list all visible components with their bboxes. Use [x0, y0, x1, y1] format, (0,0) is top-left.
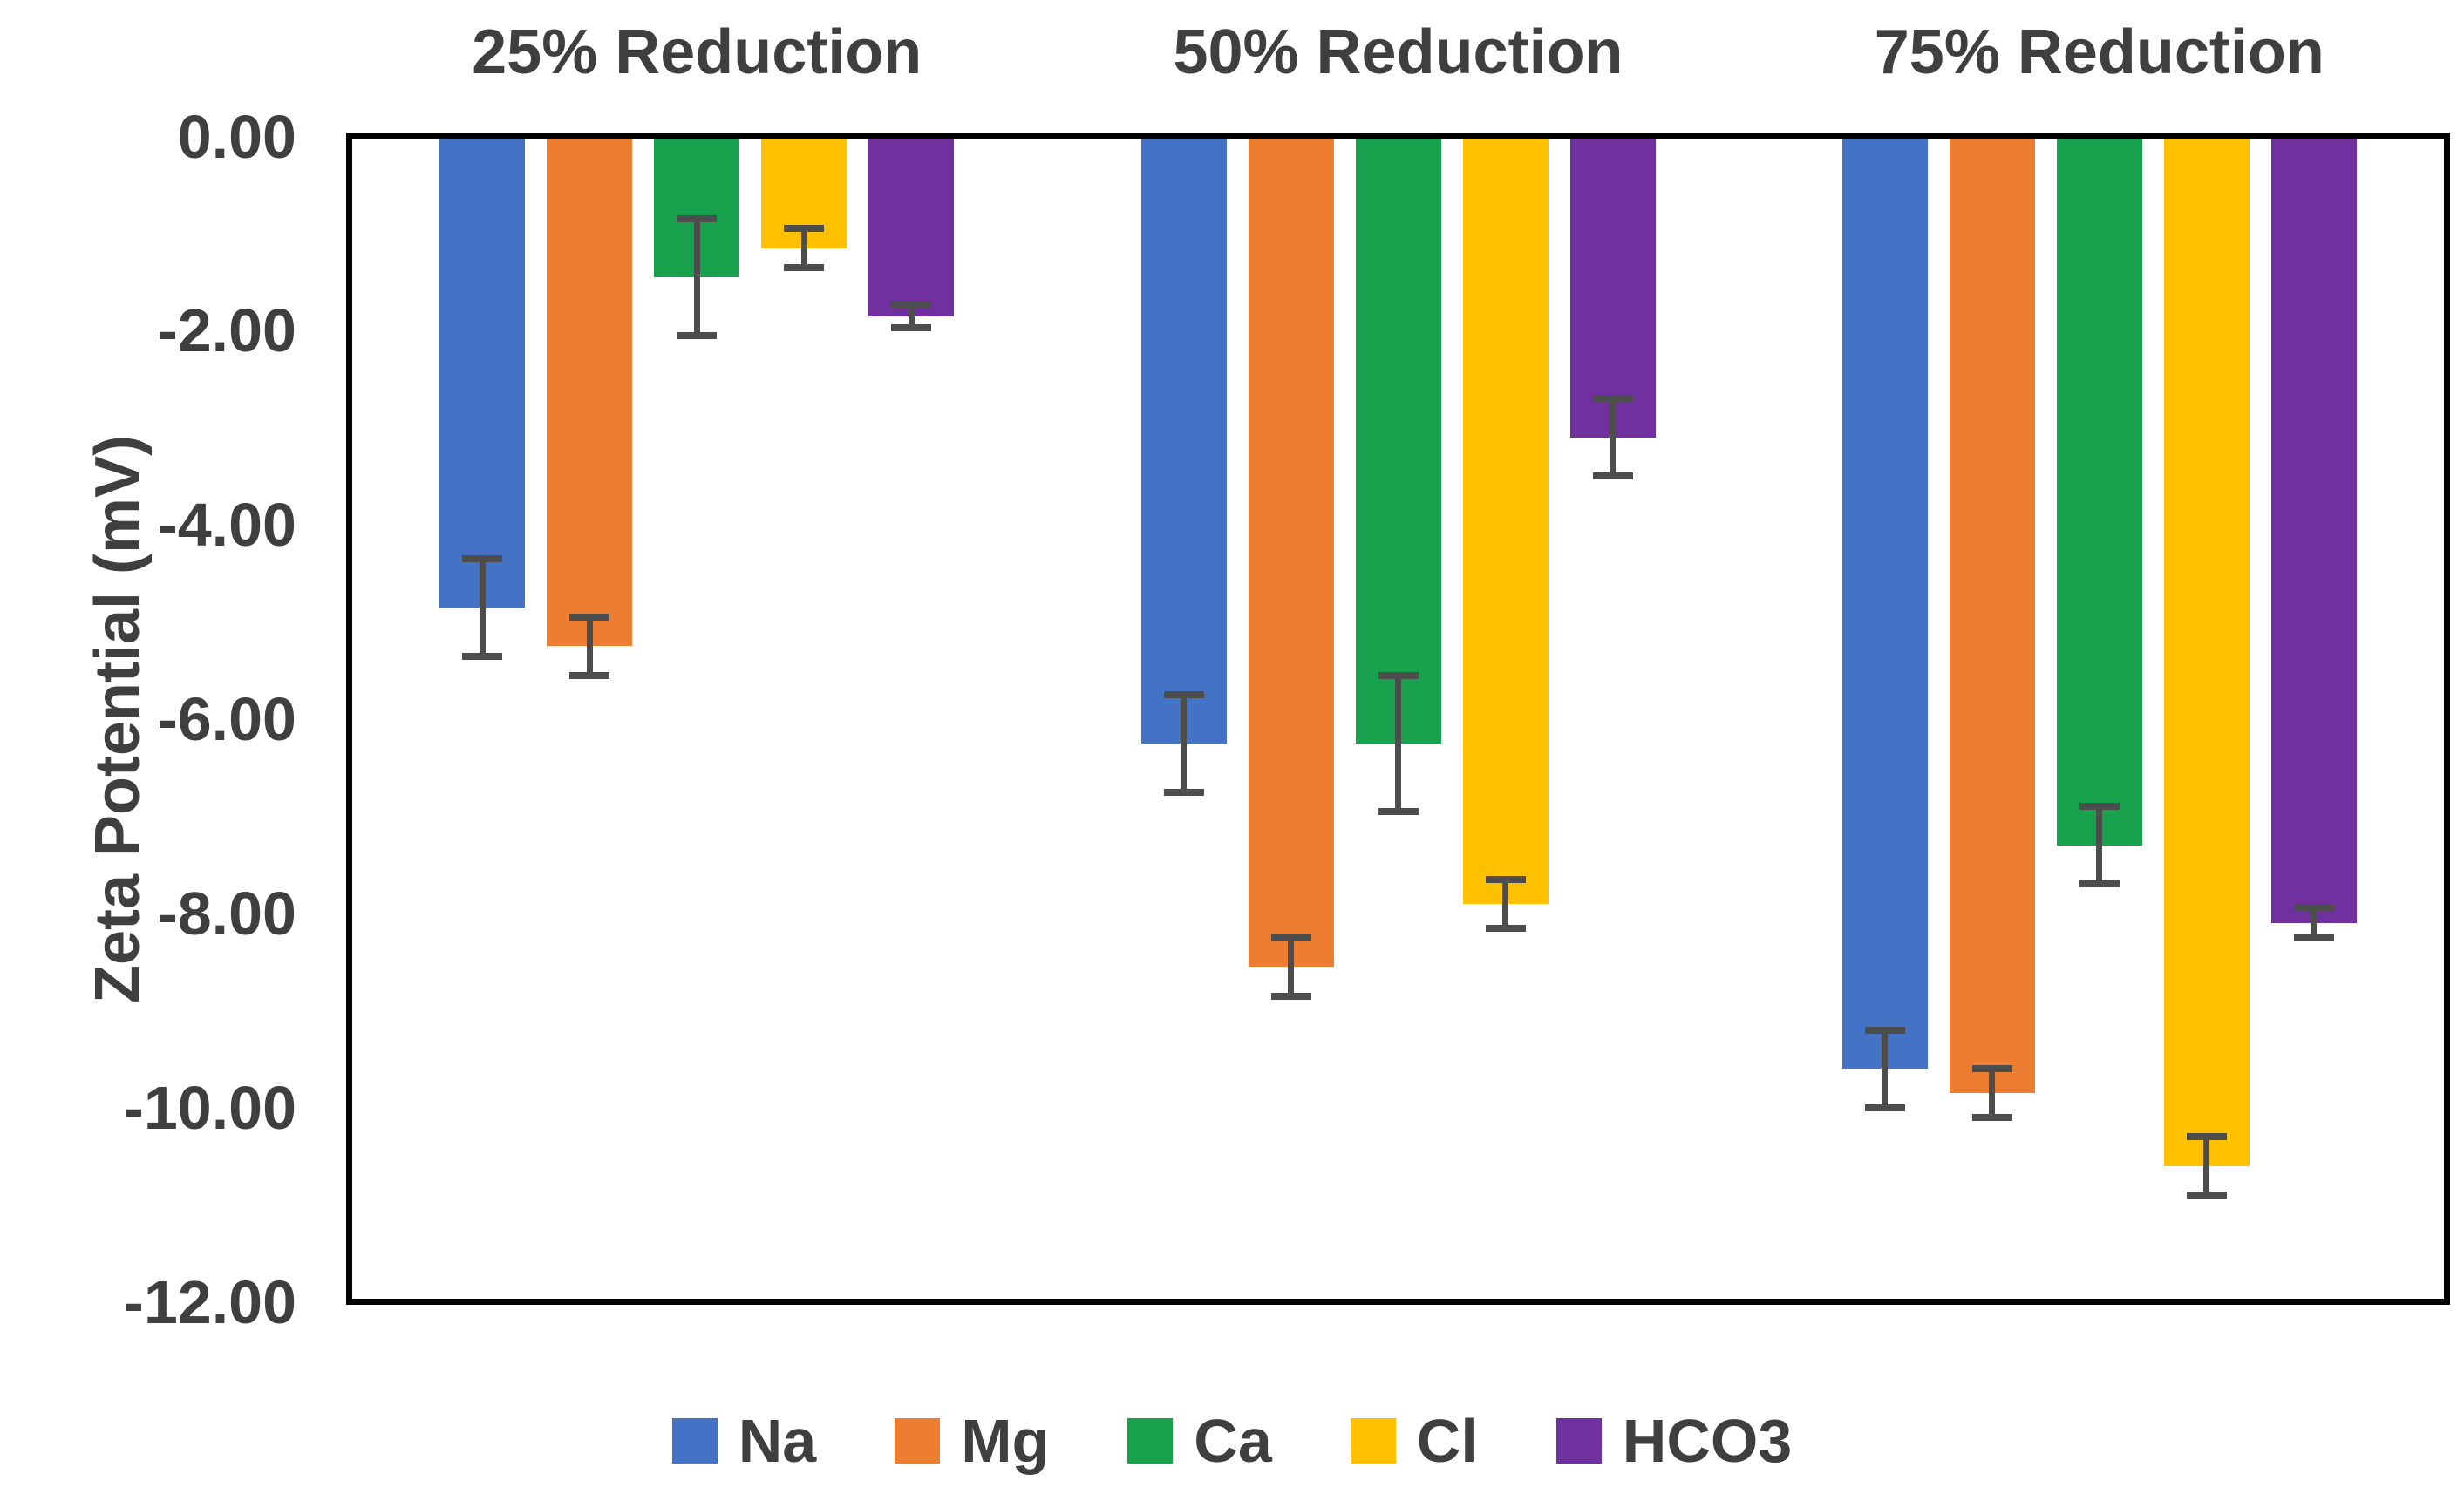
error-bar-cl-75pct-cap-top [2186, 1133, 2227, 1141]
error-bar-ca-50pct-cap-top [1378, 671, 1419, 679]
bar-hco3-50pct [1569, 139, 1656, 438]
error-bar-ca-75pct-cap-bottom [2079, 880, 2120, 888]
legend-label-hco3: HCO3 [1622, 1407, 1793, 1475]
error-bar-na-25pct-cap-top [462, 555, 503, 563]
bar-cl-75pct [2163, 139, 2250, 1166]
bar-ca-75pct [2056, 139, 2142, 846]
error-bar-hco3-25pct-cap-bottom [891, 323, 932, 331]
error-bar-ca-50pct-line [1395, 675, 1401, 812]
error-bar-na-75pct-cap-bottom [1864, 1104, 1905, 1111]
bar-na-50pct [1140, 139, 1227, 744]
legend-swatch-cl [1350, 1418, 1396, 1464]
error-bar-mg-75pct-cap-bottom [1971, 1113, 2012, 1121]
error-bar-na-25pct-cap-bottom [462, 652, 503, 660]
bar-mg-75pct [1949, 139, 2035, 1093]
category-label-75-reduction: 75% Reduction [1874, 17, 2324, 87]
error-bar-ca-75pct-line [2096, 806, 2103, 885]
error-bar-cl-50pct-cap-top [1485, 875, 1526, 883]
error-bar-na-75pct-cap-top [1864, 1026, 1905, 1034]
error-bar-mg-25pct-cap-bottom [569, 671, 610, 679]
legend-item-na: Na [671, 1407, 817, 1475]
error-bar-hco3-50pct-cap-bottom [1592, 472, 1633, 480]
legend: Na Mg Ca Cl HCO3 [0, 1410, 2464, 1471]
y-tick-label--4.00: -4.00 [157, 491, 296, 560]
error-bar-ca-75pct-cap-top [2079, 803, 2120, 811]
y-tick-label--10.00: -10.00 [123, 1073, 296, 1142]
error-bar-hco3-50pct-line [1610, 398, 1616, 477]
legend-label-mg: Mg [961, 1407, 1050, 1475]
legend-item-cl: Cl [1350, 1407, 1478, 1475]
error-bar-mg-50pct-line [1288, 937, 1294, 996]
error-bar-na-50pct-cap-top [1163, 691, 1204, 699]
y-tick-label-0.00: 0.00 [177, 102, 296, 171]
bar-mg-50pct [1248, 139, 1334, 968]
bar-na-75pct [1841, 139, 1928, 1070]
error-bar-hco3-75pct-line [2311, 908, 2318, 938]
error-bar-na-50pct-line [1181, 695, 1187, 792]
legend-item-ca: Ca [1127, 1407, 1272, 1475]
error-bar-hco3-50pct-cap-top [1592, 395, 1633, 403]
error-bar-na-25pct-line [479, 559, 486, 656]
legend-swatch-mg [895, 1418, 941, 1464]
error-bar-na-50pct-cap-bottom [1163, 788, 1204, 796]
error-bar-cl-75pct-line [2203, 1137, 2210, 1195]
bar-hco3-25pct [868, 139, 955, 316]
error-bar-cl-75pct-cap-bottom [2186, 1191, 2227, 1199]
y-tick-label--8.00: -8.00 [157, 879, 296, 947]
error-bar-hco3-25pct-cap-top [891, 301, 932, 309]
legend-label-ca: Ca [1194, 1407, 1272, 1475]
error-bar-cl-25pct-cap-top [784, 225, 825, 233]
error-bar-mg-25pct-line [586, 617, 593, 676]
error-bar-cl-50pct-line [1502, 879, 1508, 928]
y-tick-label--12.00: -12.00 [123, 1267, 296, 1336]
legend-swatch-hco3 [1555, 1418, 1602, 1464]
category-label-25-reduction: 25% Reduction [472, 17, 922, 87]
error-bar-mg-50pct-cap-top [1270, 934, 1311, 941]
error-bar-hco3-25pct-line [908, 304, 915, 328]
error-bar-ca-25pct-cap-top [677, 215, 718, 223]
bar-cl-50pct [1462, 139, 1549, 904]
error-bar-mg-75pct-line [1989, 1069, 1996, 1117]
error-bar-ca-25pct-cap-bottom [677, 331, 718, 339]
legend-item-mg: Mg [895, 1410, 1049, 1471]
error-bar-cl-25pct-cap-bottom [784, 263, 825, 271]
bar-hco3-75pct [2270, 139, 2357, 923]
error-bar-cl-50pct-cap-bottom [1485, 924, 1526, 932]
error-bar-na-75pct-line [1882, 1029, 1889, 1108]
y-tick-label--6.00: -6.00 [157, 685, 296, 753]
error-bar-ca-50pct-cap-bottom [1378, 807, 1419, 815]
legend-label-cl: Cl [1416, 1407, 1478, 1475]
bar-na-25pct [439, 139, 526, 608]
bar-mg-25pct [547, 139, 633, 647]
y-tick-label--2.00: -2.00 [157, 296, 296, 365]
error-bar-cl-25pct-line [800, 228, 807, 268]
error-bar-ca-25pct-line [693, 219, 700, 336]
error-bar-mg-75pct-cap-top [1971, 1065, 2012, 1073]
error-bar-mg-50pct-cap-bottom [1270, 992, 1311, 1000]
legend-item-hco3: HCO3 [1555, 1407, 1793, 1475]
error-bar-hco3-75pct-cap-top [2293, 905, 2334, 913]
category-label-50-reduction: 50% Reduction [1173, 17, 1623, 87]
error-bar-mg-25pct-cap-top [569, 614, 610, 621]
legend-swatch-ca [1127, 1418, 1174, 1464]
legend-swatch-na [671, 1418, 718, 1464]
bar-ca-50pct [1355, 139, 1441, 744]
error-bar-hco3-75pct-cap-bottom [2293, 934, 2334, 941]
legend-label-na: Na [738, 1407, 817, 1475]
